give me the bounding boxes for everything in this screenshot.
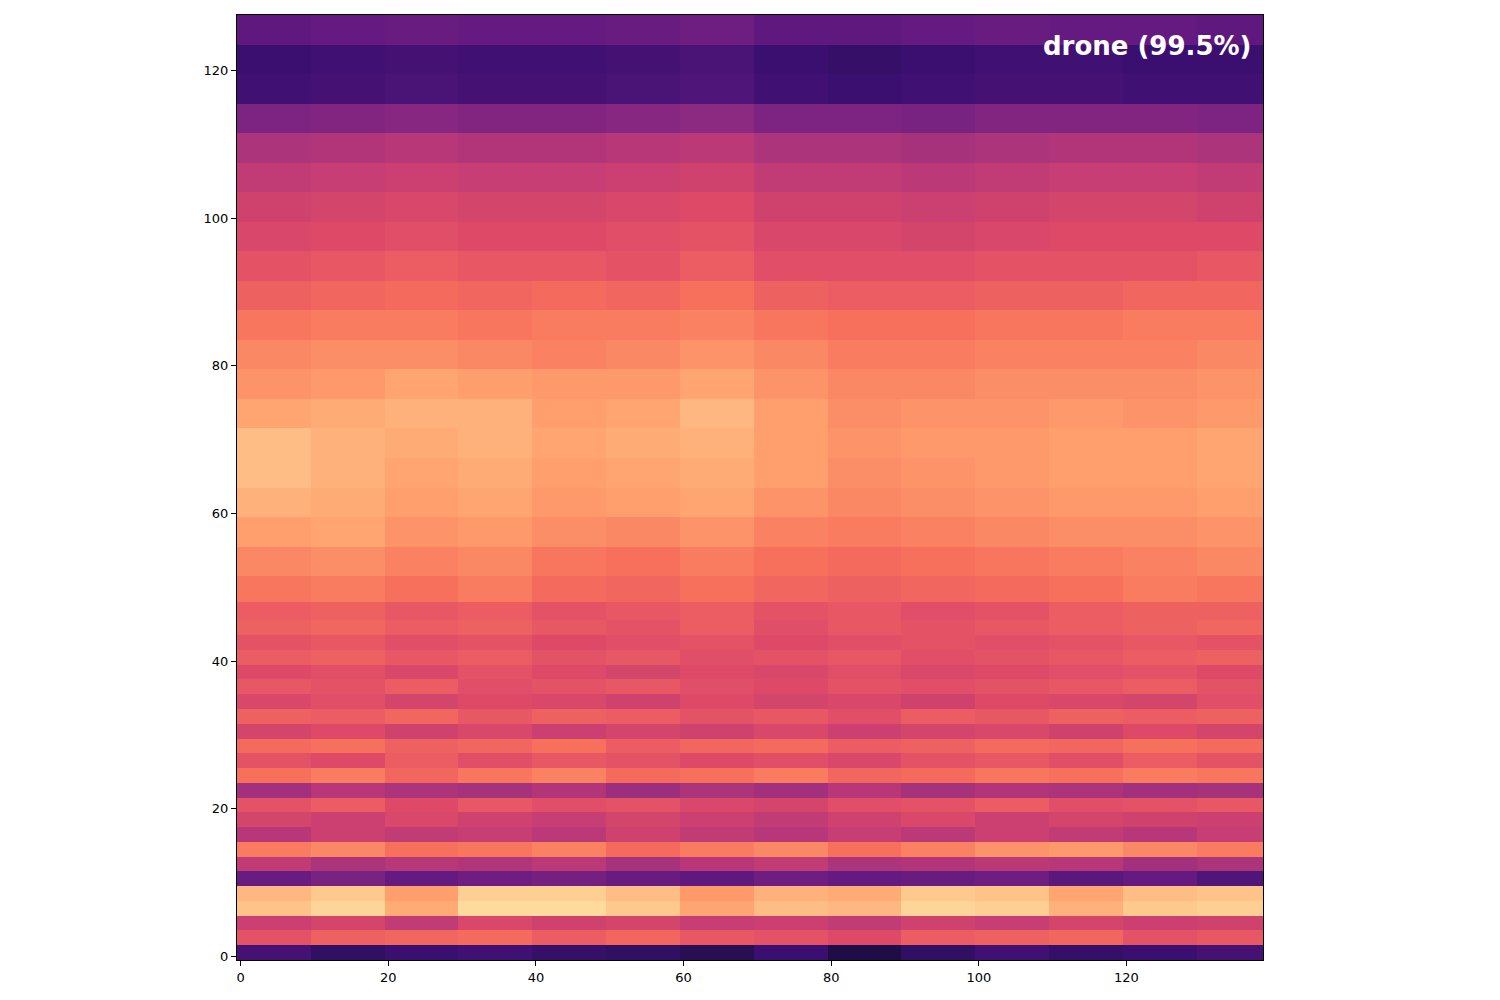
svg-text:80: 80 [823,970,840,985]
svg-text:0: 0 [220,949,228,964]
svg-text:40: 40 [528,970,545,985]
svg-text:100: 100 [966,970,991,985]
svg-text:20: 20 [212,801,229,816]
svg-text:120: 120 [1114,970,1139,985]
svg-text:80: 80 [212,358,229,373]
svg-text:0: 0 [237,970,245,985]
svg-text:20: 20 [380,970,397,985]
svg-text:100: 100 [204,211,229,226]
svg-text:40: 40 [212,654,229,669]
svg-text:60: 60 [675,970,692,985]
svg-text:120: 120 [204,63,229,78]
svg-text:60: 60 [212,506,229,521]
svg-text:drone (99.5%): drone (99.5%) [1043,31,1251,61]
